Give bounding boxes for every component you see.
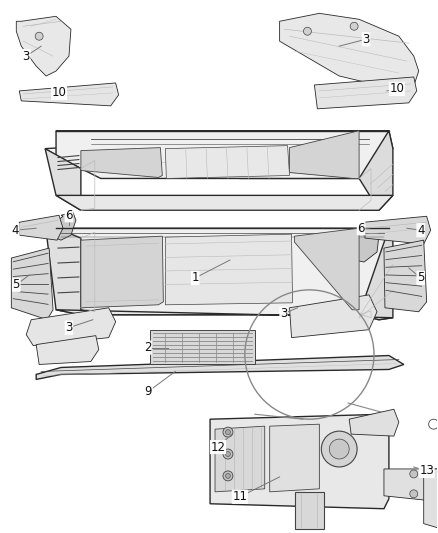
Polygon shape (165, 146, 290, 179)
Polygon shape (349, 409, 399, 436)
Circle shape (410, 490, 418, 498)
Text: 9: 9 (145, 385, 152, 398)
Text: 3: 3 (22, 50, 30, 62)
Polygon shape (165, 234, 293, 305)
Polygon shape (36, 336, 99, 365)
Text: 6: 6 (65, 209, 73, 222)
Polygon shape (19, 215, 63, 240)
Polygon shape (81, 236, 163, 308)
Polygon shape (11, 248, 53, 320)
Text: 11: 11 (233, 490, 247, 503)
Text: 10: 10 (52, 86, 67, 100)
Polygon shape (359, 228, 393, 320)
Polygon shape (290, 295, 377, 337)
Polygon shape (45, 149, 81, 211)
Polygon shape (56, 228, 389, 315)
Text: 2: 2 (144, 341, 151, 354)
Circle shape (223, 427, 233, 437)
Polygon shape (359, 131, 393, 211)
Polygon shape (19, 83, 119, 106)
Text: 3: 3 (280, 307, 287, 320)
Polygon shape (384, 469, 438, 502)
Polygon shape (36, 356, 404, 379)
Text: 5: 5 (13, 278, 20, 292)
Text: 10: 10 (389, 83, 404, 95)
Text: 5: 5 (417, 271, 424, 285)
Polygon shape (81, 148, 162, 177)
Text: 4: 4 (417, 224, 424, 237)
Text: 6: 6 (357, 222, 365, 235)
Polygon shape (150, 330, 255, 365)
Polygon shape (56, 310, 393, 320)
Circle shape (304, 27, 311, 35)
Polygon shape (279, 13, 419, 89)
Circle shape (226, 451, 230, 456)
Text: 3: 3 (65, 321, 73, 334)
Polygon shape (215, 426, 265, 492)
Circle shape (226, 430, 230, 434)
Circle shape (223, 471, 233, 481)
Circle shape (223, 449, 233, 459)
Text: 12: 12 (211, 441, 226, 454)
Polygon shape (314, 77, 417, 109)
Circle shape (350, 22, 358, 30)
Polygon shape (26, 308, 116, 345)
Text: 3: 3 (362, 33, 370, 46)
Polygon shape (45, 223, 81, 315)
Polygon shape (349, 226, 379, 262)
Polygon shape (424, 469, 438, 529)
Circle shape (226, 473, 230, 479)
Circle shape (329, 439, 349, 459)
Polygon shape (16, 17, 71, 76)
Circle shape (321, 431, 357, 467)
Circle shape (35, 32, 43, 40)
Polygon shape (294, 228, 359, 310)
Polygon shape (270, 424, 319, 492)
Text: 4: 4 (11, 224, 19, 237)
Polygon shape (56, 131, 389, 179)
Text: 1: 1 (191, 271, 199, 285)
Polygon shape (290, 131, 359, 179)
Polygon shape (54, 212, 76, 240)
Text: 13: 13 (419, 464, 434, 478)
Polygon shape (56, 196, 393, 211)
Polygon shape (364, 216, 431, 244)
Polygon shape (384, 240, 427, 312)
Polygon shape (294, 492, 324, 529)
Polygon shape (45, 131, 393, 179)
Polygon shape (210, 414, 389, 508)
Circle shape (410, 470, 418, 478)
